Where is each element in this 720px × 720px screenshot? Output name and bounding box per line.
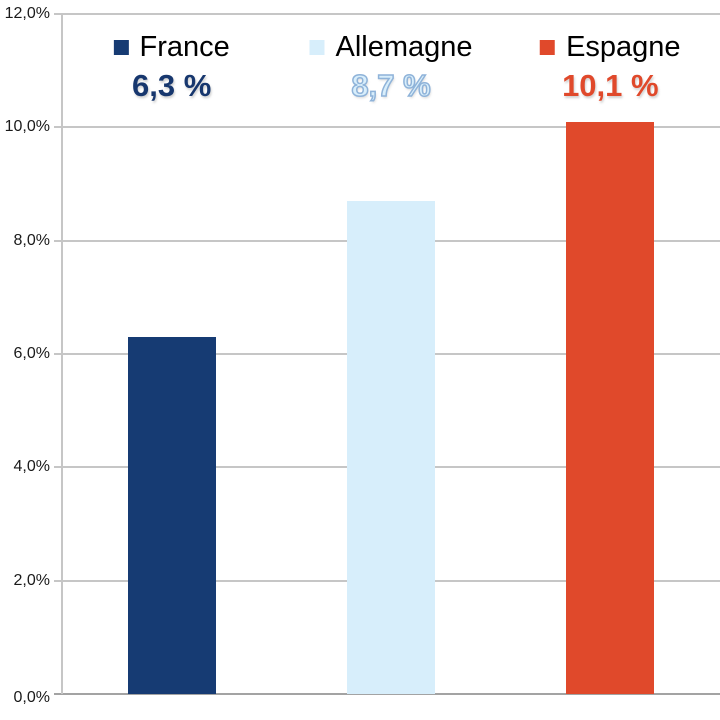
y-axis-tick-label: 0,0% — [13, 689, 50, 706]
bar-espagne — [566, 121, 655, 694]
legend-value-espagne: 10,1 % — [562, 68, 659, 103]
legend-label: Allemagne — [335, 31, 473, 63]
gridline — [62, 13, 720, 15]
y-axis-tick — [54, 353, 62, 355]
y-axis-tick — [54, 466, 62, 469]
y-axis-tick — [54, 693, 62, 695]
y-axis-tick — [54, 579, 62, 582]
y-axis-tick-label: 12,0% — [4, 5, 50, 22]
legend-row: France — [113, 31, 230, 63]
y-axis-tick-label: 6,0% — [13, 345, 50, 362]
gridline — [62, 126, 720, 129]
bar-france — [127, 337, 216, 694]
legend-swatch-icon — [309, 39, 325, 55]
legend-label: France — [139, 31, 230, 63]
legend-item-france: France 6,3 % — [113, 31, 230, 103]
y-axis-tick-label: 8,0% — [13, 231, 50, 249]
legend-row: Espagne — [540, 31, 681, 63]
y-axis-tick — [54, 239, 62, 242]
legend-swatch-icon — [113, 39, 129, 55]
y-axis-line — [61, 14, 63, 694]
legend-swatch-icon — [540, 39, 556, 55]
y-axis-tick-label: 10,0% — [4, 118, 50, 136]
y-axis-tick — [54, 126, 62, 129]
legend-row: Allemagne — [309, 31, 473, 63]
legend-label: Espagne — [566, 31, 681, 63]
legend-value-france: 6,3 % — [132, 68, 212, 103]
legend-item-allemagne: Allemagne 8,7 % — [309, 31, 473, 103]
y-axis-tick-label: 2,0% — [13, 571, 50, 589]
y-axis-tick-label: 4,0% — [13, 458, 50, 476]
y-axis-tick — [54, 13, 62, 15]
legend-item-espagne: Espagne 10,1 % — [540, 31, 681, 102]
bar-allemagne — [347, 201, 435, 694]
x-axis-baseline — [62, 693, 720, 695]
legend-value-allemagne: 8,7 % — [351, 68, 432, 103]
